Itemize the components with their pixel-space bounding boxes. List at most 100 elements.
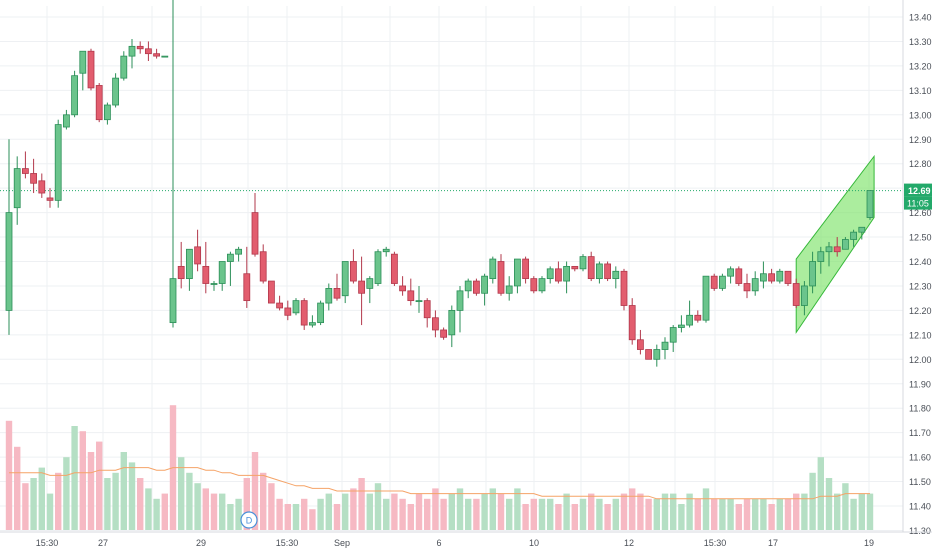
candle[interactable] — [661, 337, 669, 360]
candle[interactable] — [637, 329, 644, 355]
candle[interactable] — [653, 344, 661, 367]
candle[interactable] — [472, 278, 480, 296]
candle[interactable] — [833, 237, 841, 257]
candle[interactable] — [776, 268, 784, 284]
candle[interactable] — [325, 283, 333, 311]
candle[interactable] — [448, 305, 456, 348]
candle[interactable] — [809, 251, 816, 294]
candle[interactable] — [563, 261, 570, 294]
candle[interactable] — [858, 226, 866, 240]
candle[interactable] — [825, 241, 833, 267]
candle[interactable] — [226, 251, 234, 286]
candle[interactable] — [431, 310, 439, 338]
candle[interactable] — [218, 261, 226, 291]
candle[interactable] — [390, 251, 398, 286]
candle[interactable] — [104, 102, 111, 125]
candle[interactable] — [538, 276, 546, 294]
candle[interactable] — [79, 50, 87, 91]
candle[interactable] — [38, 173, 46, 198]
candle[interactable] — [440, 327, 448, 340]
candle[interactable] — [292, 298, 300, 316]
candle[interactable] — [210, 281, 218, 291]
candle[interactable] — [817, 246, 825, 274]
candle[interactable] — [579, 254, 587, 272]
candle[interactable] — [546, 266, 554, 284]
candle[interactable] — [842, 237, 849, 250]
candle[interactable] — [161, 55, 169, 58]
candle[interactable] — [243, 246, 251, 308]
candle[interactable] — [423, 298, 431, 328]
candle[interactable] — [341, 261, 349, 304]
candle[interactable] — [382, 246, 390, 257]
candle[interactable] — [185, 248, 193, 291]
candle[interactable] — [202, 241, 210, 294]
candle[interactable] — [735, 266, 743, 286]
candle[interactable] — [719, 273, 726, 291]
candle[interactable] — [358, 256, 366, 326]
candle[interactable] — [30, 158, 38, 194]
candle[interactable] — [128, 39, 136, 69]
candle[interactable] — [46, 188, 54, 208]
candle[interactable] — [760, 261, 767, 289]
candle[interactable] — [620, 268, 628, 311]
candle[interactable] — [120, 51, 128, 81]
candle[interactable] — [768, 268, 775, 284]
candle[interactable] — [95, 83, 103, 123]
candle[interactable] — [801, 281, 808, 316]
candle[interactable] — [87, 48, 95, 91]
candle[interactable] — [743, 273, 751, 299]
candle[interactable] — [63, 109, 70, 130]
candle[interactable] — [235, 246, 243, 262]
candle[interactable] — [464, 278, 472, 299]
candle[interactable] — [194, 229, 202, 272]
candle[interactable] — [694, 310, 702, 323]
candle[interactable] — [300, 298, 308, 330]
candle[interactable] — [481, 273, 489, 306]
candle[interactable] — [587, 251, 595, 282]
dividend-event-marker[interactable]: D — [240, 511, 258, 529]
candle[interactable] — [349, 249, 357, 284]
candle[interactable] — [251, 193, 259, 257]
candle[interactable] — [136, 41, 144, 54]
candle[interactable] — [71, 70, 78, 118]
candle[interactable] — [850, 229, 857, 247]
candle[interactable] — [686, 300, 693, 328]
candle[interactable] — [54, 119, 62, 208]
candle[interactable] — [308, 315, 316, 328]
candle[interactable] — [333, 273, 341, 301]
candle[interactable] — [415, 285, 423, 313]
candle[interactable] — [284, 300, 292, 321]
candle[interactable] — [784, 270, 792, 286]
candle[interactable] — [317, 300, 325, 326]
candle[interactable] — [702, 275, 710, 323]
candle[interactable] — [571, 265, 579, 272]
candle[interactable] — [366, 276, 374, 304]
candle[interactable] — [267, 280, 275, 304]
candle[interactable] — [530, 276, 538, 294]
candle[interactable] — [669, 325, 677, 352]
candle[interactable] — [374, 249, 382, 286]
candle[interactable] — [678, 315, 685, 333]
candle[interactable] — [407, 278, 415, 306]
candle[interactable] — [710, 273, 718, 291]
candle[interactable] — [497, 254, 505, 296]
candle[interactable] — [456, 285, 464, 333]
candle[interactable] — [866, 190, 874, 220]
candle[interactable] — [399, 276, 407, 296]
candle[interactable] — [21, 151, 29, 179]
candle[interactable] — [5, 139, 13, 335]
candle[interactable] — [596, 261, 603, 284]
candle[interactable] — [604, 261, 611, 282]
candle[interactable] — [112, 73, 119, 108]
candle[interactable] — [153, 48, 161, 59]
candle[interactable] — [645, 349, 652, 360]
candle[interactable] — [177, 241, 185, 289]
candle[interactable] — [514, 258, 521, 294]
candle[interactable] — [489, 256, 497, 284]
candle[interactable] — [727, 266, 734, 284]
candle[interactable] — [259, 244, 267, 284]
candle[interactable] — [628, 298, 636, 345]
candle[interactable] — [144, 41, 152, 62]
candle[interactable] — [505, 276, 513, 301]
